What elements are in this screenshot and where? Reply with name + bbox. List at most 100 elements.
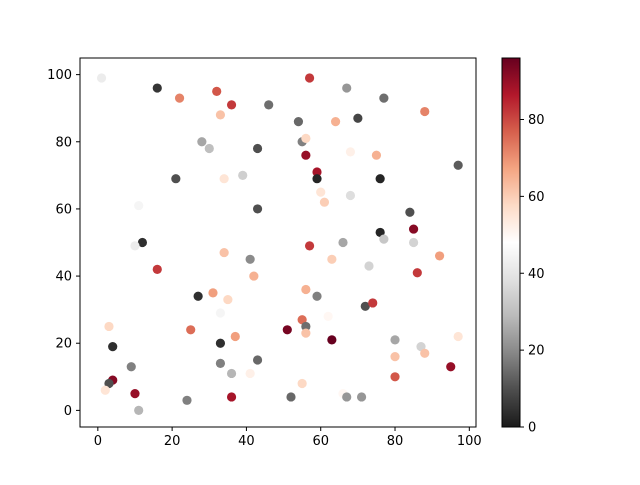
plot-frame: [79, 57, 477, 428]
colorbar-tick-label-60: 60: [528, 190, 545, 205]
x-tick-label-0: 0: [94, 434, 102, 449]
scatter-point-75: [420, 348, 430, 358]
scatter-point-37: [137, 237, 148, 248]
scatter-point-27: [316, 187, 326, 197]
scatter-point-8: [379, 93, 389, 103]
scatter-point-57: [360, 301, 370, 311]
scatter-point-38: [130, 241, 140, 251]
scatter-point-94: [134, 405, 144, 415]
scatter-point-13: [252, 143, 263, 154]
scatter-point-19: [353, 113, 363, 123]
scatter-point-6: [304, 73, 315, 83]
scatter-point-25: [238, 170, 248, 180]
scatter-point-64: [282, 325, 292, 335]
y-tick-label-100: 100: [47, 68, 72, 83]
colorbar-tick-label-20: 20: [528, 344, 545, 359]
scatter-point-93: [182, 395, 192, 405]
y-tick-label-0: 0: [64, 404, 72, 419]
y-tick-label-20: 20: [55, 337, 72, 352]
scatter-point-46: [434, 251, 445, 261]
scatter-point-43: [338, 237, 348, 248]
scatter-point-65: [186, 325, 196, 335]
scatter-point-51: [249, 271, 259, 281]
scatter-point-41: [245, 254, 255, 264]
y-axis: 0 20 40 60 80 100: [47, 68, 80, 419]
scatter-point-16: [301, 133, 311, 144]
scatter-point-62: [301, 321, 311, 332]
scatter-point-79: [245, 368, 255, 379]
scatter-point-77: [215, 358, 226, 368]
x-axis: 0 20 40 60 80 100: [94, 427, 482, 449]
scatter-point-47: [327, 254, 337, 264]
colorbar-gradient: [502, 58, 520, 427]
scatter-point-81: [446, 362, 456, 372]
y-tick-label-60: 60: [55, 202, 72, 217]
scatter-point-11: [197, 137, 207, 147]
scatter-point-56: [312, 291, 322, 301]
scatter-point-63: [301, 328, 311, 338]
scatter-point-80: [126, 362, 136, 372]
scatter-point-84: [104, 378, 114, 389]
x-tick-label-100: 100: [457, 434, 482, 449]
colorbar-tick-label-40: 40: [528, 267, 545, 282]
scatter-point-73: [453, 331, 463, 342]
colorbar-frame: [501, 57, 521, 428]
x-tick-label-60: 60: [312, 434, 329, 449]
scatter-point-26: [171, 174, 181, 184]
scatter-point-40: [219, 247, 229, 258]
scatter-point-89: [342, 392, 352, 402]
scatter-point-7: [342, 83, 352, 93]
scatter-point-17: [301, 150, 311, 160]
scatter-point-87: [297, 378, 307, 389]
scatter-point-39: [208, 251, 218, 261]
scatter-point-2: [174, 93, 185, 103]
scatter-point-74: [390, 352, 400, 362]
scatter-point-68: [104, 321, 114, 332]
scatter-point-86: [130, 388, 140, 399]
scatter-point-54: [223, 294, 233, 305]
scatter-point-72: [416, 341, 426, 352]
y-tick-label-80: 80: [55, 135, 72, 150]
scatter-point-0: [96, 73, 107, 83]
scatter-point-9: [420, 106, 430, 117]
scatter-point-45: [408, 237, 419, 248]
points-layer: [96, 73, 463, 415]
colorbar: 0 20 40 60 80: [501, 57, 545, 436]
scatter-point-61: [297, 315, 307, 325]
scatter-point-20: [345, 147, 356, 157]
scatter-point-69: [108, 341, 118, 352]
x-tick-label-80: 80: [387, 434, 404, 449]
scatter-point-91: [286, 392, 296, 402]
scatter-point-29: [345, 190, 356, 201]
scatter-point-82: [390, 372, 400, 382]
scatter-point-49: [412, 268, 422, 278]
scatter-point-36: [375, 227, 385, 238]
scatter-point-52: [193, 291, 203, 301]
scatter-point-55: [301, 284, 311, 295]
scatter-point-71: [390, 335, 400, 345]
scatter-point-10: [215, 110, 226, 120]
scatter-point-30: [375, 174, 385, 184]
y-tick-label-40: 40: [55, 270, 72, 285]
scatter-point-50: [152, 264, 162, 274]
scatter-point-4: [226, 100, 237, 110]
scatter-point-3: [212, 86, 222, 97]
x-tick-label-20: 20: [164, 434, 181, 449]
scatter-point-18: [330, 117, 341, 127]
scatter-point-53: [208, 288, 218, 298]
scatter-point-22: [312, 167, 322, 177]
scatter-point-35: [408, 224, 419, 234]
scatter-point-5: [264, 100, 274, 110]
colorbar-tick-label-0: 0: [528, 421, 536, 436]
scatter-point-32: [134, 200, 144, 211]
scatter-point-12: [204, 143, 214, 154]
scatter-point-58: [368, 298, 378, 308]
scatter-point-67: [215, 338, 226, 348]
scatter-point-70: [327, 335, 337, 345]
scatter-point-42: [304, 241, 315, 251]
scatter-point-78: [226, 368, 237, 379]
scatter-point-31: [453, 160, 463, 170]
scatter-point-85: [100, 385, 110, 395]
